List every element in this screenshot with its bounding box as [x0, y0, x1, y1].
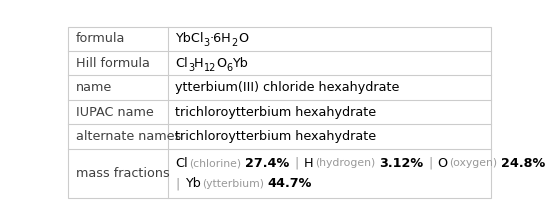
Text: 24.8%: 24.8%: [501, 157, 545, 170]
Text: 3: 3: [204, 38, 210, 48]
Text: (chlorine): (chlorine): [189, 158, 242, 168]
Text: |: |: [294, 157, 299, 170]
Text: YbCl: YbCl: [175, 32, 204, 45]
Text: formula: formula: [76, 32, 125, 45]
Text: 12: 12: [204, 63, 216, 73]
Text: Yb: Yb: [185, 177, 200, 190]
Text: alternate names: alternate names: [76, 130, 181, 143]
Text: (ytterbium): (ytterbium): [202, 179, 264, 189]
Text: mass fractions: mass fractions: [76, 167, 170, 180]
Text: |: |: [175, 177, 180, 190]
Text: trichloroytterbium hexahydrate: trichloroytterbium hexahydrate: [175, 130, 376, 143]
Text: 44.7%: 44.7%: [268, 177, 312, 190]
Text: ytterbium(III) chloride hexahydrate: ytterbium(III) chloride hexahydrate: [175, 81, 400, 94]
Text: O: O: [437, 157, 447, 170]
Text: 6: 6: [226, 63, 232, 73]
Text: (oxygen): (oxygen): [449, 158, 497, 168]
Text: Yb: Yb: [232, 57, 248, 70]
Text: ·6H: ·6H: [210, 32, 232, 45]
Text: 3.12%: 3.12%: [379, 157, 423, 170]
Text: Hill formula: Hill formula: [76, 57, 150, 70]
Text: (hydrogen): (hydrogen): [315, 158, 375, 168]
Text: Cl: Cl: [175, 57, 188, 70]
Text: O: O: [216, 57, 226, 70]
Text: H: H: [194, 57, 204, 70]
Text: 2: 2: [232, 38, 238, 48]
Text: H: H: [304, 157, 313, 170]
Text: |: |: [428, 157, 432, 170]
Text: name: name: [76, 81, 112, 94]
Text: 27.4%: 27.4%: [245, 157, 289, 170]
Text: O: O: [238, 32, 248, 45]
Text: trichloroytterbium hexahydrate: trichloroytterbium hexahydrate: [175, 106, 376, 119]
Text: 3: 3: [188, 63, 194, 73]
Text: Cl: Cl: [175, 157, 188, 170]
Text: IUPAC name: IUPAC name: [76, 106, 153, 119]
